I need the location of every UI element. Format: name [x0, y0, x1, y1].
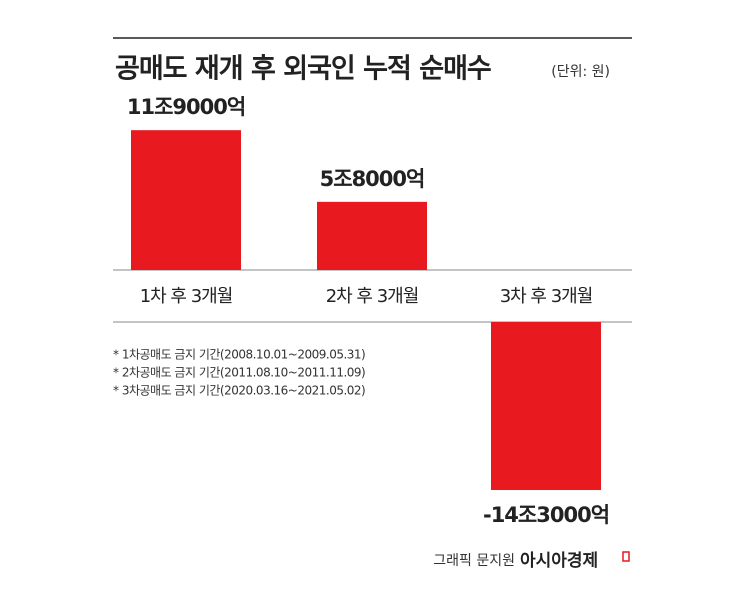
unit-label: (단위: 원) — [551, 64, 610, 80]
footnote: * 3차공매도 금지 기간(2020.03.16~2021.05.02) — [113, 384, 365, 398]
chart-title: 공매도 재개 후 외국인 누적 순매수 — [115, 54, 491, 85]
category-label: 2차 후 3개월 — [326, 286, 419, 307]
credit: 그래픽 문지원 — [433, 553, 515, 569]
value-label: 11조9000억 — [127, 95, 245, 119]
brand-icon — [622, 551, 630, 562]
category-label: 1차 후 3개월 — [140, 286, 233, 307]
bar — [131, 130, 241, 270]
category-label: 3차 후 3개월 — [500, 286, 593, 307]
bar — [317, 201, 427, 270]
brand: 아시아경제 — [520, 551, 598, 571]
footnote: * 1차공매도 금지 기간(2008.10.01~2009.05.31) — [113, 348, 365, 362]
bar — [491, 322, 601, 491]
value-label: -14조3000억 — [483, 503, 609, 527]
footnote: * 2차공매도 금지 기간(2011.08.10~2011.11.09) — [113, 366, 365, 380]
value-label: 5조8000억 — [320, 167, 425, 191]
